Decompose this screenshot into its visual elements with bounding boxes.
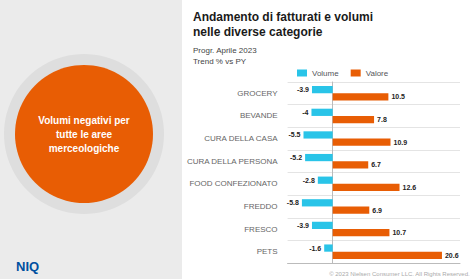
svg-text:6.7: 6.7 — [371, 161, 381, 168]
svg-text:10.5: 10.5 — [391, 93, 405, 100]
svg-text:-3.9: -3.9 — [297, 222, 309, 229]
svg-text:-5.5: -5.5 — [288, 131, 300, 138]
svg-text:-5.2: -5.2 — [290, 154, 302, 161]
svg-text:10.9: 10.9 — [394, 139, 408, 146]
svg-text:tutte le aree: tutte le aree — [56, 129, 113, 140]
svg-text:PETS: PETS — [257, 247, 278, 256]
svg-text:Valore: Valore — [366, 69, 389, 78]
svg-text:20.6: 20.6 — [445, 252, 459, 259]
svg-text:7.8: 7.8 — [377, 116, 387, 123]
svg-text:© 2023 Nielsen Consumer LLC. A: © 2023 Nielsen Consumer LLC. All Rights … — [329, 271, 470, 277]
svg-text:merceologiche: merceologiche — [49, 143, 120, 154]
svg-text:Volumi negativi per: Volumi negativi per — [38, 115, 130, 126]
svg-text:CURA DELLA CASA: CURA DELLA CASA — [204, 134, 278, 143]
svg-text:Andamento di fatturati e volum: Andamento di fatturati e volumi — [193, 10, 373, 24]
svg-text:Progr. Aprile 2023: Progr. Aprile 2023 — [193, 46, 257, 55]
svg-text:-4: -4 — [302, 109, 308, 116]
svg-text:12.6: 12.6 — [403, 184, 417, 191]
svg-text:BEVANDE: BEVANDE — [240, 111, 278, 120]
svg-text:-3.9: -3.9 — [297, 86, 309, 93]
svg-text:-1.6: -1.6 — [309, 245, 321, 252]
svg-text:nelle diverse categorie: nelle diverse categorie — [193, 25, 323, 39]
svg-text:10.7: 10.7 — [392, 229, 406, 236]
svg-text:GROCERY: GROCERY — [237, 89, 278, 98]
svg-text:6.9: 6.9 — [372, 207, 382, 214]
svg-text:FRESCO: FRESCO — [244, 225, 277, 234]
svg-text:-5.8: -5.8 — [287, 199, 299, 206]
svg-text:Trend % vs PY: Trend % vs PY — [193, 57, 247, 66]
svg-text:Volume: Volume — [312, 69, 339, 78]
svg-text:-2.8: -2.8 — [303, 177, 315, 184]
svg-text:FOOD CONFEZIONATO: FOOD CONFEZIONATO — [189, 179, 277, 188]
svg-text:FREDDO: FREDDO — [244, 202, 278, 211]
svg-text:NIQ: NIQ — [16, 259, 39, 274]
svg-text:CURA DELLA PERSONA: CURA DELLA PERSONA — [187, 157, 278, 166]
